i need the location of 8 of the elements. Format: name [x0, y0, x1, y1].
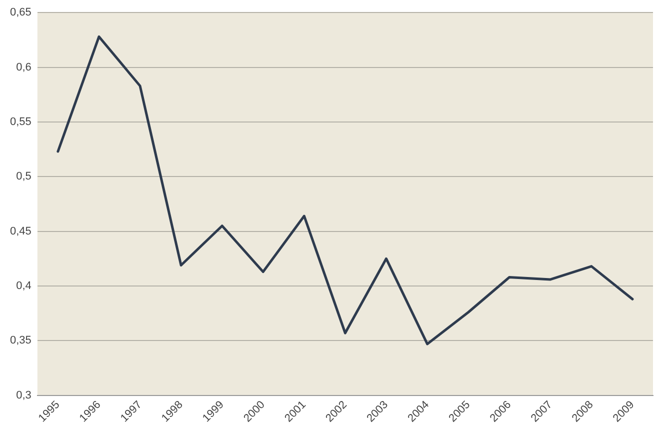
- y-tick-label: 0,55: [10, 116, 32, 128]
- y-tick-label: 0,6: [16, 61, 32, 74]
- y-tick-label: 0,35: [10, 334, 32, 347]
- y-tick-label: 0,3: [16, 389, 32, 402]
- y-tick-label: 0,65: [10, 6, 32, 19]
- y-tick-label: 0,5: [16, 170, 32, 183]
- y-tick-label: 0,45: [10, 225, 32, 238]
- y-tick-label: 0,4: [16, 280, 32, 292]
